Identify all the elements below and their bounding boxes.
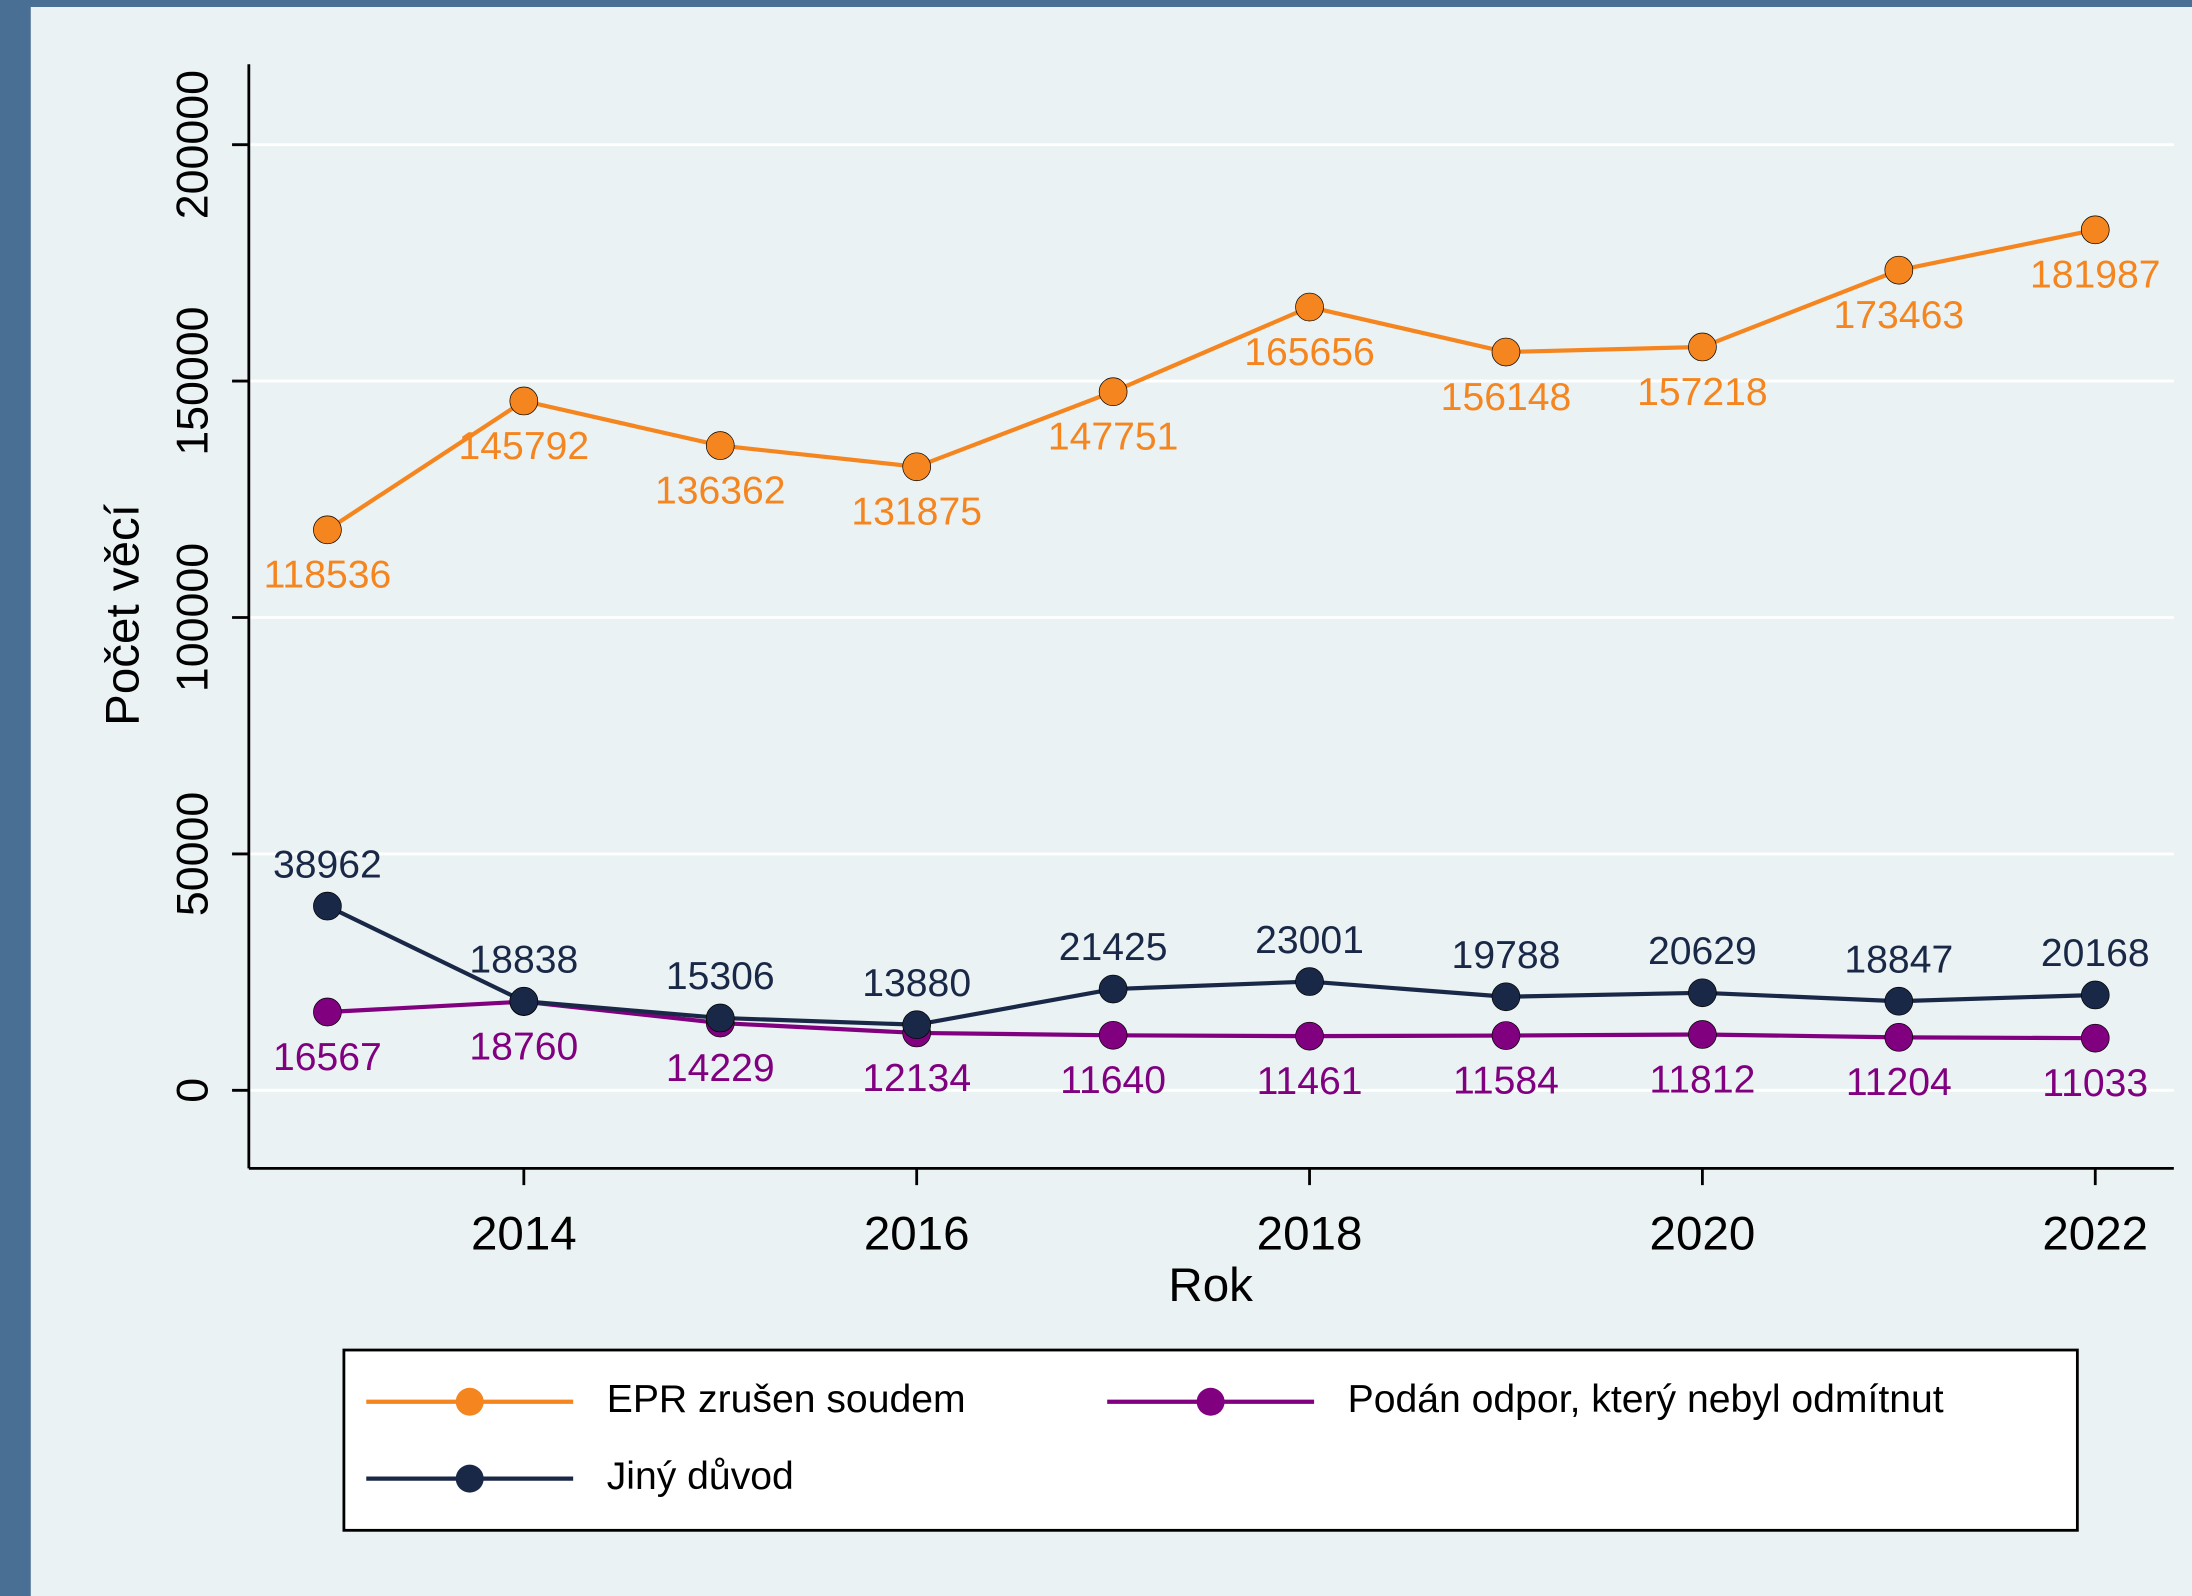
- data-label: 136362: [655, 469, 786, 512]
- data-label: 165656: [1244, 331, 1375, 374]
- data-label: 18847: [1844, 938, 1953, 981]
- point: [2080, 1023, 2110, 1053]
- legend-label: Jiný důvod: [607, 1455, 794, 1498]
- data-label: 11584: [1453, 1059, 1559, 1102]
- frame-top: [0, 0, 2192, 7]
- point: [1688, 1020, 1717, 1049]
- data-label: 11640: [1060, 1059, 1166, 1102]
- point: [1884, 255, 1914, 285]
- point: [1884, 1023, 1914, 1052]
- data-label: 13880: [862, 962, 971, 1005]
- y-tick-label: 50000: [169, 792, 218, 916]
- point: [1688, 978, 1717, 1008]
- point: [313, 515, 342, 545]
- legend: [342, 1348, 2079, 1532]
- y-tick-label: 100000: [169, 543, 218, 692]
- series-line: [326, 904, 2096, 1027]
- data-label: 38962: [273, 843, 382, 886]
- data-label: 18838: [469, 938, 578, 981]
- point: [1491, 337, 1521, 367]
- data-label: 19788: [1452, 934, 1561, 977]
- point: [313, 997, 342, 1027]
- point: [1491, 982, 1521, 1012]
- point: [2080, 215, 2110, 245]
- data-label: 147751: [1048, 416, 1179, 459]
- point: [1884, 986, 1914, 1016]
- data-label: 173463: [1834, 294, 1965, 337]
- data-label: 157218: [1637, 371, 1768, 414]
- series-line: [327, 999, 2096, 1041]
- point: [1688, 332, 1717, 362]
- data-label: 12134: [862, 1057, 971, 1100]
- y-axis-label: Počet věcí: [96, 504, 149, 726]
- data-label: 11461: [1257, 1060, 1363, 1103]
- point: [1295, 1021, 1324, 1051]
- data-label: 23001: [1255, 919, 1364, 962]
- point: [1098, 974, 1128, 1004]
- point: [509, 386, 539, 416]
- point: [705, 431, 735, 460]
- legend-label: Podán odpor, který nebyl odmítnut: [1348, 1378, 1944, 1421]
- x-tick-label: 2020: [1650, 1207, 1756, 1260]
- legend-marker: [1196, 1387, 1225, 1416]
- data-label: 118536: [264, 554, 392, 597]
- data-label: 131875: [851, 491, 982, 534]
- point: [1491, 1021, 1521, 1050]
- grid: [248, 143, 2174, 1092]
- data-label: 181987: [2030, 254, 2161, 297]
- data-label: 20629: [1648, 930, 1757, 973]
- series-line: [326, 227, 2096, 532]
- legend-marker: [455, 1464, 484, 1493]
- y-tick-label: 150000: [169, 306, 218, 455]
- legend-label: EPR zrušen soudem: [607, 1378, 966, 1421]
- data-label: 20168: [2041, 932, 2150, 975]
- frame-left: [0, 0, 31, 1596]
- data-label: 145792: [459, 425, 590, 468]
- point: [902, 452, 932, 482]
- data-label: 16567: [273, 1036, 382, 1079]
- x-tick-label: 2014: [471, 1207, 577, 1260]
- x-tick-label: 2022: [2042, 1207, 2148, 1260]
- data-label: 18760: [469, 1025, 578, 1068]
- point: [1098, 1020, 1128, 1050]
- data-label: 11812: [1649, 1058, 1755, 1101]
- point: [705, 1003, 735, 1033]
- data-label: 11204: [1846, 1061, 1952, 1104]
- x-tick-label: 2016: [864, 1207, 970, 1260]
- point: [1098, 377, 1128, 407]
- data-label: 14229: [666, 1047, 775, 1090]
- data-label: 11033: [2042, 1062, 2148, 1105]
- legend-marker: [455, 1387, 484, 1416]
- x-axis-label: Rok: [1168, 1259, 1253, 1312]
- data-label: 21425: [1059, 926, 1168, 969]
- point: [509, 986, 539, 1016]
- point: [1295, 967, 1324, 996]
- point: [313, 891, 342, 921]
- y-tick-label: 0: [169, 1078, 218, 1103]
- point: [902, 1010, 932, 1040]
- data-label: 15306: [666, 955, 775, 998]
- y-tick-label: 200000: [169, 70, 218, 219]
- point: [1295, 292, 1324, 322]
- point: [2080, 980, 2110, 1010]
- x-tick-label: 2018: [1257, 1207, 1363, 1260]
- data-label: 156148: [1441, 376, 1572, 419]
